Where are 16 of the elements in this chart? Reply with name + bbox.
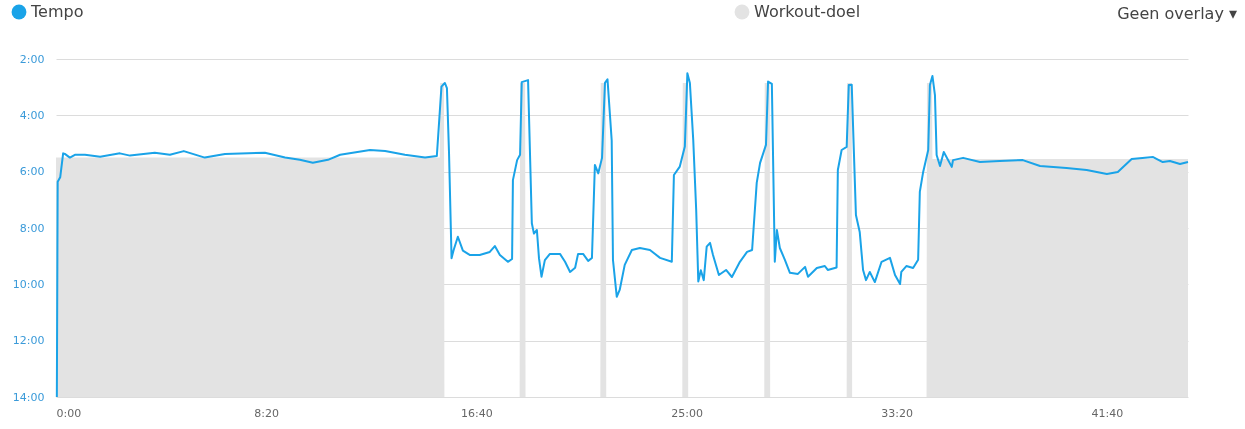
- x-tick-label: 25:00: [671, 406, 703, 420]
- x-tick-label: 41:40: [1091, 406, 1124, 420]
- y-tick-label: 14:00: [12, 390, 45, 404]
- y-tick-label: 12:00: [12, 334, 45, 348]
- y-tick-label: 10:00: [12, 277, 45, 291]
- y-tick-label: 6:00: [19, 165, 45, 179]
- x-tick-label: 33:20: [881, 406, 914, 420]
- text: Geen overlay ▾: [1117, 4, 1237, 23]
- y-tick-label: 2:00: [19, 52, 45, 66]
- y-tick-label: 4:00: [19, 108, 45, 122]
- y-tick-label: 8:00: [19, 221, 45, 235]
- x-tick-label: 16:40: [461, 406, 493, 420]
- x-tick-label: 0:00: [56, 406, 82, 420]
- x-tick-label: 8:20: [254, 406, 280, 420]
- legend-label: Workout-doel: [754, 2, 861, 21]
- legend-label: Tempo: [30, 2, 84, 21]
